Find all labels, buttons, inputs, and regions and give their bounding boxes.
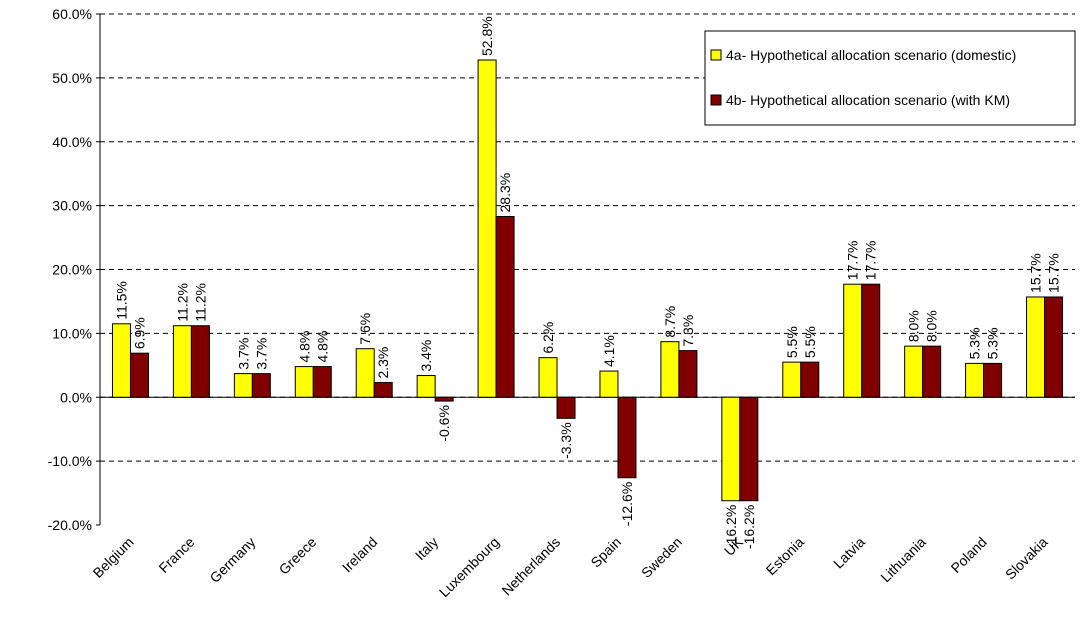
value-label: 4.8% [314, 331, 330, 363]
bar [556, 396, 576, 419]
bar [1026, 296, 1046, 398]
x-tick-label: Estonia [763, 534, 807, 578]
bar [355, 348, 375, 398]
y-tick-label: 40.0% [52, 134, 92, 150]
bar [294, 366, 314, 398]
value-label: 5.3% [985, 327, 1001, 359]
bar [782, 361, 802, 398]
bar [129, 352, 149, 398]
bar [843, 283, 863, 398]
legend-swatch [710, 49, 722, 61]
bar [190, 325, 210, 398]
value-label: 15.7% [1046, 253, 1062, 293]
value-label: 28.3% [497, 173, 513, 213]
x-tick-label: France [155, 534, 197, 576]
legend-box [704, 30, 1076, 126]
bar [251, 373, 271, 398]
bar [861, 283, 881, 398]
x-tick-label: Germany [206, 534, 258, 586]
value-label: -16.2% [741, 505, 757, 549]
bar [495, 215, 515, 398]
bar [983, 362, 1003, 398]
x-tick-label: Italy [412, 534, 441, 563]
bar [434, 396, 454, 402]
bar [111, 323, 131, 398]
y-tick-label: 50.0% [52, 70, 92, 86]
bar [678, 350, 698, 398]
y-tick-label: 30.0% [52, 198, 92, 214]
x-tick-label: Lithuania [877, 534, 929, 586]
value-label: 5.3% [967, 327, 983, 359]
bar [538, 357, 558, 398]
x-tick-label: Luxembourg [436, 534, 502, 600]
bar [904, 345, 924, 398]
bar [416, 375, 436, 398]
bar [721, 396, 741, 502]
value-label: 11.5% [113, 281, 129, 320]
bar [373, 382, 393, 398]
legend-swatch [710, 94, 722, 106]
x-tick-label: Netherlands [498, 534, 563, 599]
value-label: 2.3% [375, 347, 391, 379]
value-label: -3.3% [558, 422, 574, 459]
bar [800, 361, 820, 398]
bar [312, 366, 332, 398]
bar [965, 362, 985, 398]
bar [233, 373, 253, 398]
y-tick-label: 60.0% [52, 6, 92, 22]
value-label: 8.0% [906, 310, 922, 342]
legend: 4a- Hypothetical allocation scenario (do… [704, 30, 1076, 126]
value-label: 7.3% [680, 315, 696, 347]
legend-label: 4b- Hypothetical allocation scenario (wi… [726, 92, 1010, 108]
x-tick-label: Latvia [830, 534, 868, 572]
value-label: 4.8% [296, 331, 312, 363]
bar [617, 396, 637, 479]
bar [660, 341, 680, 398]
value-label: 4.1% [601, 335, 617, 367]
bar [1044, 296, 1064, 398]
x-tick-label: Sweden [638, 534, 685, 581]
value-label: 3.7% [253, 338, 269, 370]
value-label: 15.7% [1028, 253, 1044, 293]
y-tick-label: 20.0% [52, 262, 92, 278]
value-label: 6.2% [540, 322, 556, 354]
x-tick-label: Poland [948, 534, 990, 576]
value-label: 8.7% [662, 306, 678, 338]
x-tick-label: Belgium [90, 534, 137, 581]
y-tick-label: -10.0% [48, 453, 92, 469]
value-label: 11.2% [192, 283, 208, 322]
value-label: 5.5% [802, 326, 818, 358]
value-label: 8.0% [924, 310, 940, 342]
value-label: -0.6% [436, 405, 452, 442]
value-label: 3.7% [235, 338, 251, 370]
value-label: 3.4% [418, 340, 434, 372]
value-label: -12.6% [619, 482, 635, 526]
y-tick-label: 10.0% [52, 325, 92, 341]
value-label: 7.6% [357, 313, 373, 345]
x-tick-label: Spain [587, 534, 624, 571]
x-tick-label: Slovakia [1002, 534, 1051, 583]
value-label: 5.5% [784, 326, 800, 358]
x-tick-label: Greece [276, 534, 320, 578]
value-label: 52.8% [479, 16, 495, 56]
bar [599, 370, 619, 398]
value-label: 17.7% [863, 240, 879, 280]
bar [922, 345, 942, 398]
value-label: -16.2% [723, 505, 739, 549]
bar [172, 325, 192, 398]
legend-label: 4a- Hypothetical allocation scenario (do… [726, 47, 1016, 63]
y-tick-label: 0.0% [60, 389, 92, 405]
x-tick-label: Ireland [339, 534, 381, 576]
y-tick-label: -20.0% [48, 517, 92, 533]
bar [477, 59, 497, 398]
bar [739, 396, 759, 502]
value-label: 11.2% [174, 283, 190, 322]
value-label: 6.9% [131, 317, 147, 349]
value-label: 17.7% [845, 240, 861, 280]
